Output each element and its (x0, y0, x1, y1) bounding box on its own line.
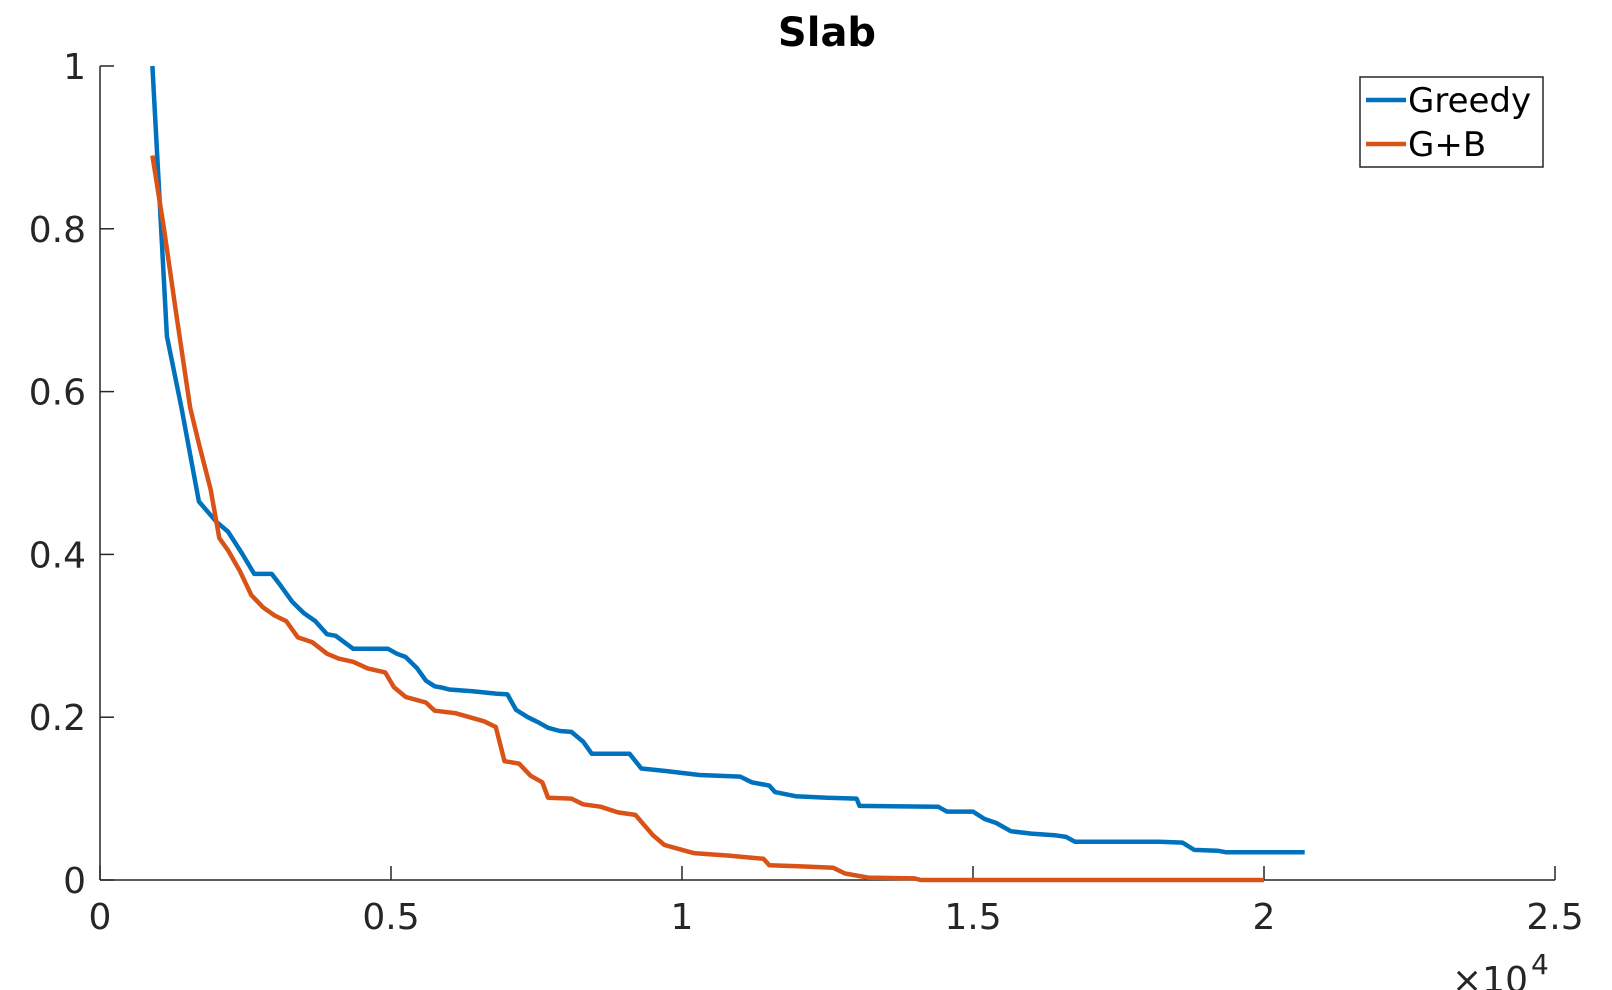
y-tick-label: 0.8 (29, 210, 86, 251)
axes: 0 0.5 1 1.5 2 2.5 0 0.2 0.4 0.6 0.8 1 (29, 47, 1584, 938)
x-exponent-power: 4 (1531, 948, 1549, 981)
x-tick-label: 1 (671, 897, 694, 938)
x-tick-label: 2 (1253, 897, 1276, 938)
legend-label: Greedy (1408, 81, 1531, 121)
y-tick-label: 0 (63, 861, 86, 902)
series-line-g-b (150, 155, 1264, 883)
series-line-greedy (150, 65, 1305, 855)
plot-area (150, 65, 1305, 883)
x-tick-label: 0 (89, 897, 112, 938)
y-tick-label: 0.2 (29, 698, 86, 739)
y-tick-label: 0.4 (29, 535, 86, 576)
x-axis-exponent: ×10 4 (1452, 948, 1549, 990)
legend-label: G+B (1408, 125, 1486, 165)
x-tick-label: 2.5 (1526, 897, 1583, 938)
x-tick-label: 1.5 (944, 897, 1001, 938)
chart-title: Slab (778, 10, 876, 56)
legend-box (1359, 76, 1544, 168)
x-tick-label: 0.5 (362, 897, 419, 938)
x-exponent-base: ×10 (1452, 960, 1528, 990)
y-tick-label: 0.6 (29, 373, 86, 414)
y-tick-label: 1 (63, 47, 86, 88)
